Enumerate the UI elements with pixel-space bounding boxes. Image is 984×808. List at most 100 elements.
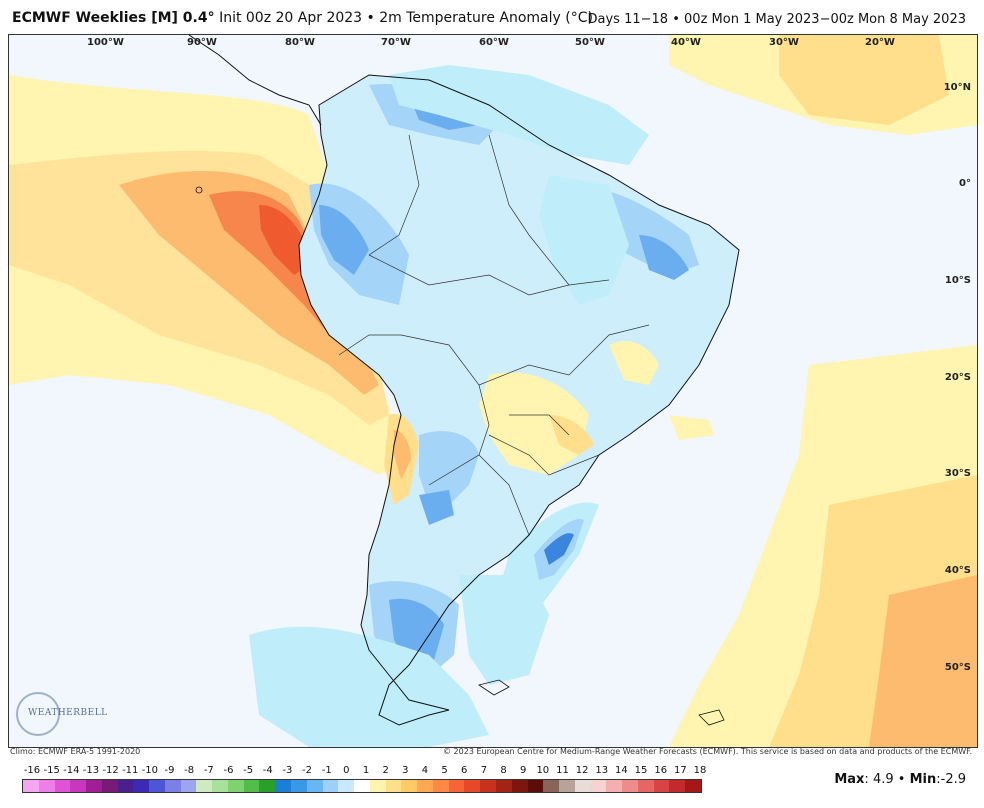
colorbar-swatch [464, 780, 481, 792]
map-title: ECMWF Weeklies [M] 0.4° Init 00z 20 Apr … [12, 10, 593, 26]
colorbar-swatch [574, 780, 591, 792]
colorbar-label: -16 [23, 765, 41, 776]
colorbar-label: 12 [575, 765, 589, 776]
colorbar-swatch [259, 780, 276, 792]
lon-label-30w: 30°W [769, 37, 799, 48]
valid-period: Days 11−18 • 00z Mon 1 May 2023−00z Mon … [587, 12, 966, 27]
colorbar-swatch [511, 780, 528, 792]
colorbar-swatch [101, 780, 118, 792]
colorbar-label: 17 [673, 765, 687, 776]
colorbar-label: -13 [82, 765, 100, 776]
central-america-coast [188, 35, 322, 126]
colorbar-label: 3 [402, 765, 409, 776]
country-borders [338, 134, 650, 536]
colorbar-label: 4 [421, 765, 429, 776]
lat-label-30s: 30°S [944, 468, 971, 479]
climo-note: Climo: ECMWF ERA-5 1991-2020 [10, 747, 141, 756]
map-canvas [9, 35, 977, 747]
colorbar-swatch [291, 780, 307, 792]
colorbar-swatch [149, 780, 165, 792]
colorbar-label: 1 [362, 765, 370, 776]
colorbar-swatch [54, 780, 71, 792]
colorbar-swatch [385, 780, 402, 792]
lon-label-40w: 40°W [671, 37, 701, 48]
colorbar-label: -11 [122, 765, 139, 776]
colorbar-swatch [322, 780, 339, 792]
colorbar-label: -15 [43, 765, 60, 776]
colorbar-label: 16 [654, 765, 668, 776]
model-name: ECMWF Weeklies [M] 0.4 [12, 10, 208, 26]
colorbar-label: 15 [634, 765, 648, 776]
colorbar-swatch [164, 780, 181, 792]
colorbar-swatch [606, 780, 623, 792]
colorbar-swatch [559, 780, 575, 792]
colorbar-swatch [495, 780, 512, 792]
colorbar-swatch [590, 780, 607, 792]
variable-name: 2m Temperature Anomaly (°C) [379, 10, 593, 26]
colorbar-label: 7 [480, 765, 488, 776]
colorbar-label: 5 [441, 765, 448, 776]
lon-label-70w: 70°W [381, 37, 411, 48]
colorbar-swatch [417, 780, 433, 792]
colorbar-swatch [669, 780, 686, 792]
valid-range: 00z Mon 1 May 2023−00z Mon 8 May 2023 [684, 12, 966, 27]
colorbar-swatch [637, 780, 654, 792]
colorbar-swatch [243, 780, 260, 792]
colorbar-label: -7 [203, 765, 214, 776]
weatherbell-logo: WEATHERBELL [14, 690, 107, 740]
lat-label-10s: 10°S [944, 275, 971, 286]
colorbar-label: -3 [282, 765, 293, 776]
colorbar-label: -1 [321, 765, 332, 776]
colorbar-swatch [306, 780, 323, 792]
lat-label-10n: 10°N [943, 82, 971, 93]
falkland-islands [478, 679, 510, 696]
colorbar-label: 6 [461, 765, 468, 776]
colorbar-swatch [227, 780, 244, 792]
lat-label-40s: 40°S [944, 565, 971, 576]
colorbar-swatch [212, 780, 228, 792]
colorbar-swatch [180, 780, 197, 792]
colorbar-swatch [369, 780, 386, 792]
colorbar-label: 8 [500, 765, 507, 776]
colorbar-label: 0 [343, 765, 350, 776]
lon-label-90w: 90°W [187, 37, 217, 48]
anomaly-map: 100°W 90°W 80°W 70°W 60°W 50°W 40°W 30°W… [8, 34, 978, 748]
colorbar-swatch [432, 780, 449, 792]
colorbar-swatch [86, 780, 102, 792]
colorbar-label: -5 [243, 765, 254, 776]
colorbar-swatch [338, 780, 355, 792]
colorbar-swatch [275, 780, 292, 792]
min-value: -2.9 [940, 772, 966, 787]
colorbar-swatch [448, 780, 465, 792]
lon-label-80w: 80°W [285, 37, 315, 48]
colorbar-label: -6 [223, 765, 234, 776]
colorbar-swatch [38, 780, 55, 792]
coastline [298, 74, 740, 726]
colorbar-label: 10 [536, 765, 550, 776]
colorbar-swatch [354, 780, 370, 792]
colorbar-label: 9 [519, 765, 527, 776]
colorbar-swatch [133, 780, 150, 792]
colorbar-label: 14 [615, 765, 628, 776]
colorbar-swatch [527, 780, 544, 792]
colorbar-swatch [480, 780, 496, 792]
lat-label-20s: 20°S [944, 372, 971, 383]
colorbar-swatch [70, 780, 87, 792]
colorbar-label: -8 [184, 765, 195, 776]
valid-days: Days 11−18 [587, 12, 669, 27]
colorbar-label: -10 [141, 765, 159, 776]
lat-label-0: 0° [959, 178, 971, 189]
colorbar-swatch [685, 780, 701, 792]
colorbar-swatch [117, 780, 134, 792]
colorbar-swatch [401, 780, 418, 792]
colorbar-label: 18 [693, 765, 707, 776]
colorbar-label: 11 [556, 765, 569, 776]
interior-warm-patch [479, 372, 589, 475]
colorbar-label: -12 [102, 765, 119, 776]
colorbar-swatch [23, 780, 39, 792]
colorbar-swatch [622, 780, 638, 792]
copyright-note: © 2023 European Centre for Medium-Range … [443, 747, 972, 756]
colorbar-labels: -16 -15 -14 -13 -12 -11 -10 -9 -8 -7 -6 -5 -4 -3 -2 -1 0… [18, 765, 708, 777]
lon-label-50w: 50°W [575, 37, 605, 48]
max-value: 4.9 [872, 772, 894, 787]
